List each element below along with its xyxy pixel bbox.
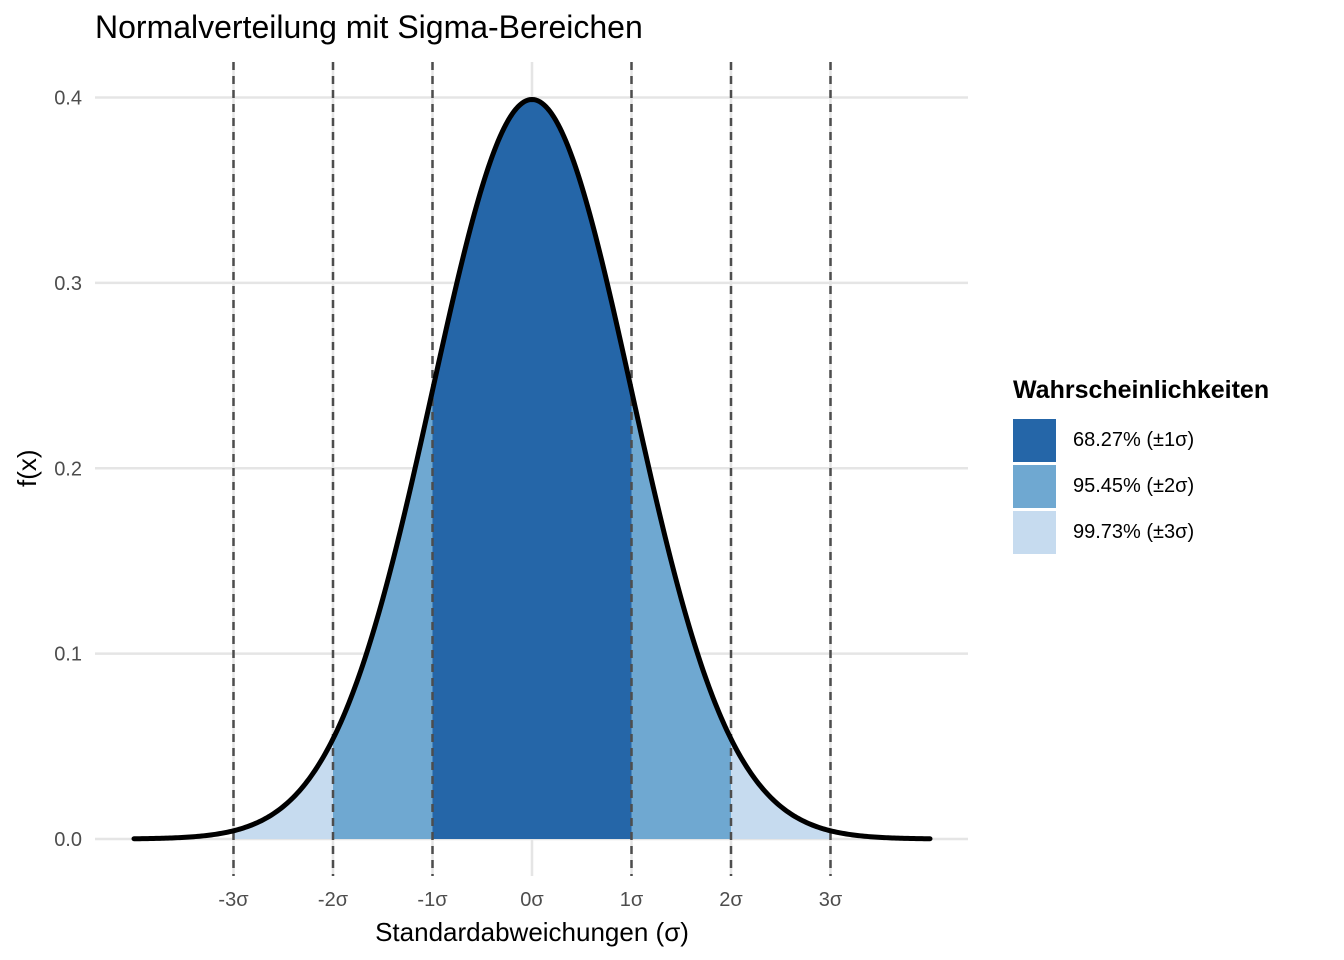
legend-item: 68.27% (±1σ) — [1013, 417, 1269, 463]
y-axis-ticks: 0.0 0.1 0.2 0.3 0.4 — [54, 88, 82, 852]
y-tick-label: 0.3 — [54, 273, 82, 295]
legend-swatch — [1013, 464, 1056, 508]
density-curve-group — [131, 96, 933, 842]
shaded-region — [432, 99, 632, 839]
x-tick-label: -2σ — [318, 889, 349, 911]
legend-swatch — [1013, 418, 1056, 462]
x-tick-label: 0σ — [520, 889, 544, 911]
x-tick-label: -1σ — [417, 889, 448, 911]
y-axis-label: f(x) — [12, 449, 42, 487]
legend: Wahrscheinlichkeiten 68.27% (±1σ) 95.45%… — [1013, 376, 1269, 555]
x-tick-label: -3σ — [218, 889, 249, 911]
x-tick-label: 3σ — [819, 889, 843, 911]
legend-item: 95.45% (±2σ) — [1013, 463, 1269, 509]
legend-label: 68.27% (±1σ) — [1073, 428, 1195, 451]
x-axis-ticks: -3σ -2σ -1σ 0σ 1σ 2σ 3σ — [218, 889, 842, 911]
x-tick-label: 2σ — [719, 889, 743, 911]
legend-label: 95.45% (±2σ) — [1073, 474, 1195, 497]
y-tick-label: 0.4 — [54, 88, 82, 110]
chart-title: Normalverteilung mit Sigma-Bereichen — [95, 9, 643, 45]
legend-label: 99.73% (±3σ) — [1073, 520, 1195, 543]
x-axis-label: Standardabweichungen (σ) — [375, 917, 689, 947]
x-tick-label: 1σ — [620, 889, 644, 911]
y-tick-label: 0.0 — [54, 829, 82, 851]
legend-item: 99.73% (±3σ) — [1013, 509, 1269, 555]
y-tick-label: 0.1 — [54, 644, 82, 666]
legend-swatch — [1013, 510, 1056, 554]
legend-title: Wahrscheinlichkeiten — [1013, 376, 1270, 404]
density-curve — [131, 96, 933, 842]
y-tick-label: 0.2 — [54, 458, 82, 480]
